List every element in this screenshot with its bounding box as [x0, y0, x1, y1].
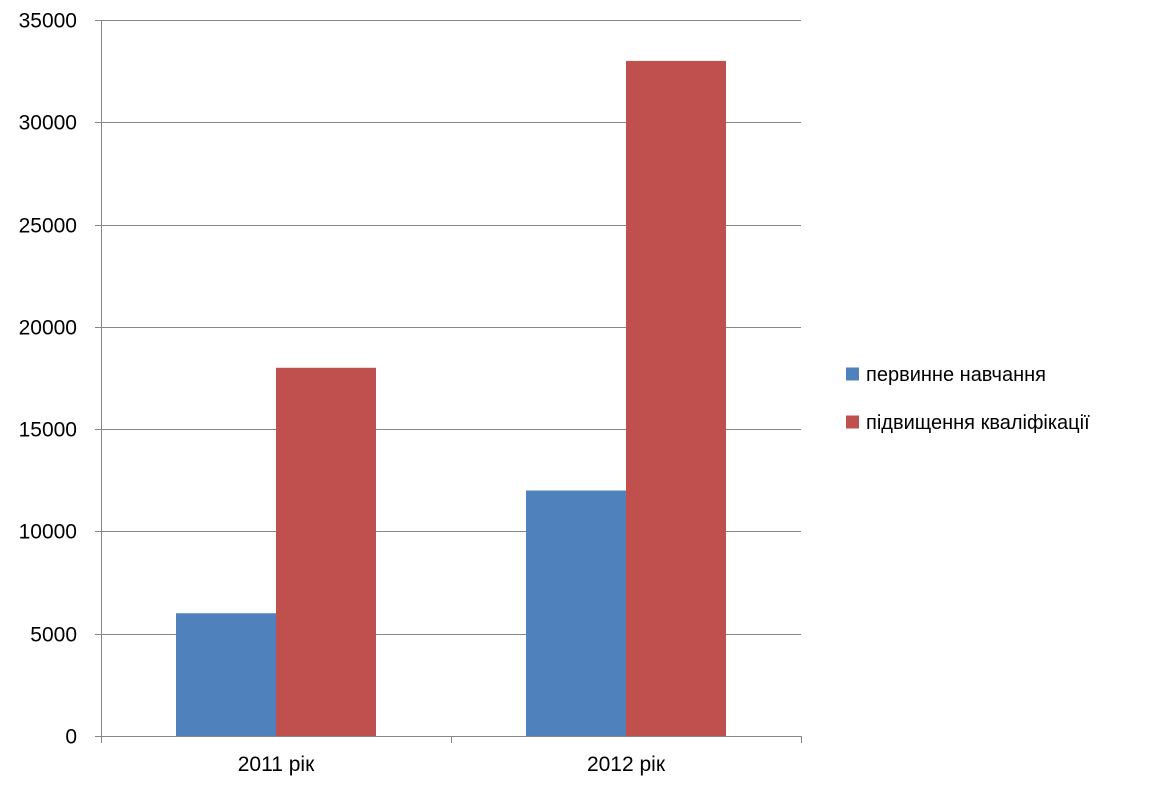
bar — [176, 613, 276, 736]
bar — [276, 367, 376, 736]
y-tick-label: 5000 — [30, 624, 77, 647]
legend-swatch — [846, 367, 859, 381]
legend: первинне навчання підвищення кваліфікації — [846, 364, 1090, 434]
legend-swatch — [846, 415, 859, 429]
x-tick-label: 2012 рік — [587, 753, 666, 776]
bar — [526, 490, 626, 736]
y-tick-label: 30000 — [19, 112, 77, 135]
gridlines — [95, 20, 801, 635]
y-tick-label: 15000 — [19, 419, 77, 442]
axes — [95, 20, 802, 743]
legend-label: первинне навчання — [866, 364, 1046, 386]
y-tick-label: 20000 — [19, 317, 77, 340]
x-tick-label: 2011 рік — [238, 753, 315, 776]
y-tick-label: 25000 — [19, 215, 77, 238]
y-tick-label: 10000 — [19, 521, 77, 544]
tick-labels: 0 5000 10000 15000 20000 25000 30000 35000 2011 … — [19, 10, 666, 777]
bar — [626, 60, 726, 736]
legend-label: підвищення кваліфікації — [866, 412, 1090, 434]
y-tick-label: 0 — [65, 726, 77, 749]
y-tick-label: 35000 — [19, 10, 77, 33]
bars — [176, 60, 726, 736]
